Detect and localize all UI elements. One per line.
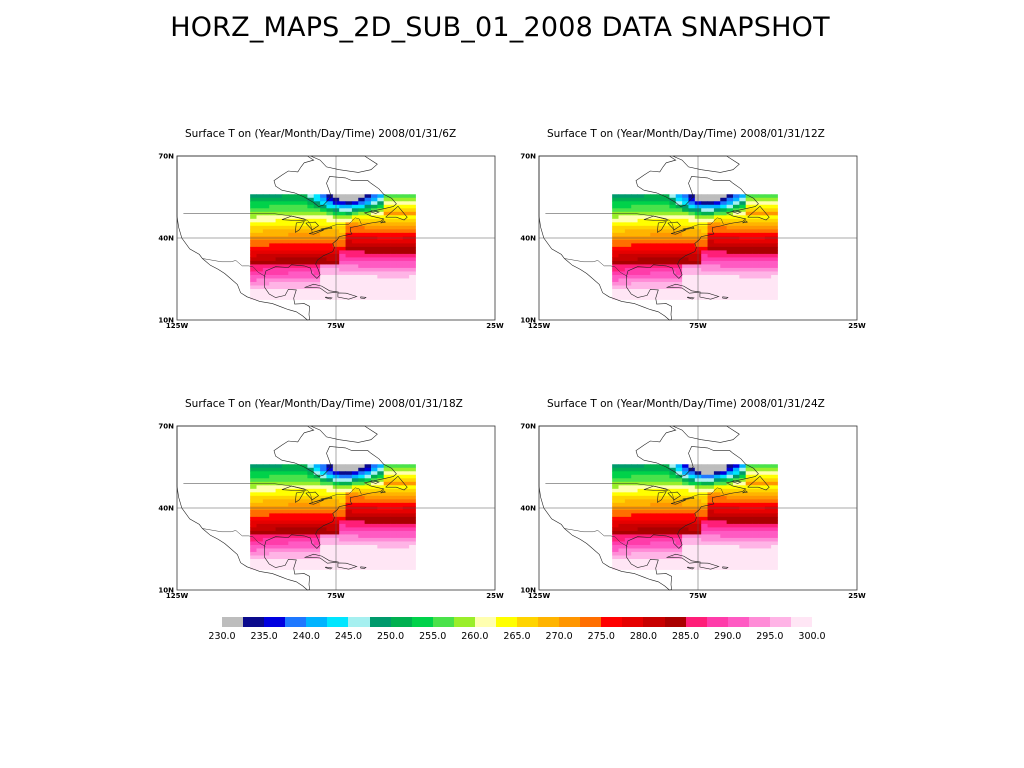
- panel-title: Surface T on (Year/Month/Day/Time) 2008/…: [185, 128, 457, 140]
- lat-label: 10N: [520, 587, 536, 595]
- lon-label: 25W: [848, 322, 866, 330]
- color-legend: 230.0 235.0 240.0 245.0 250.0 255.0 260.0 265.0…: [208, 617, 826, 647]
- colorbar-swatch: [706, 617, 729, 627]
- colorbar-label: 230.0: [208, 631, 236, 642]
- map-panel-18z: Surface T on (Year/Month/Day/Time) 2008/…: [158, 398, 535, 603]
- panel-title: Surface T on (Year/Month/Day/Time) 2008/…: [185, 398, 463, 410]
- temperature-field: [612, 194, 778, 300]
- colorbar-swatch: [264, 617, 286, 627]
- colorbar-swatch: [643, 617, 665, 627]
- lon-label: 125W: [166, 322, 189, 330]
- panel-title: Surface T on (Year/Month/Day/Time) 2008/…: [547, 398, 825, 410]
- lon-label: 75W: [327, 592, 345, 600]
- panel-title: Surface T on (Year/Month/Day/Time) 2008/…: [547, 128, 825, 140]
- colorbar-label: 235.0: [250, 631, 278, 642]
- coastlines: [176, 425, 408, 591]
- colorbar-label: 300.0: [798, 631, 826, 642]
- colorbar-swatch: [748, 617, 771, 627]
- colorbar-swatch: [517, 617, 539, 627]
- lat-label: 40N: [158, 235, 174, 243]
- coastlines: [538, 425, 770, 591]
- colorbar-swatch: [327, 617, 349, 627]
- colorbar-label: 280.0: [629, 631, 658, 642]
- lon-label: 75W: [689, 322, 707, 330]
- colorbar-swatch: [601, 617, 623, 627]
- coastlines: [538, 155, 770, 321]
- temperature-field: [250, 194, 416, 300]
- colorbar-swatch: [432, 617, 455, 627]
- colorbar-label: 260.0: [461, 631, 489, 642]
- colorbar-label: 285.0: [671, 631, 700, 642]
- colorbar-swatch: [495, 617, 518, 627]
- colorbar-swatch: [769, 617, 792, 627]
- colorbar-swatch: [348, 617, 370, 627]
- colorbar-swatch: [390, 617, 413, 627]
- colorbar-label: 240.0: [292, 631, 320, 642]
- colorbar-swatch: [453, 617, 476, 627]
- colorbar-swatch: [369, 617, 392, 627]
- colorbar-swatch: [580, 617, 602, 627]
- colorbar-label: 265.0: [503, 631, 531, 642]
- lon-label: 125W: [528, 322, 551, 330]
- colorbar-label: 255.0: [419, 631, 447, 642]
- lon-label: 25W: [848, 592, 866, 600]
- lat-label: 70N: [520, 423, 536, 431]
- colorbar-swatch: [306, 617, 328, 627]
- colorbar-label: 245.0: [334, 631, 363, 642]
- lat-label: 10N: [158, 317, 174, 325]
- lat-label: 40N: [158, 505, 174, 513]
- lon-label: 125W: [528, 592, 551, 600]
- lat-label: 70N: [158, 153, 174, 161]
- colorbar-label: 290.0: [714, 631, 742, 642]
- colorbar-label: 275.0: [587, 631, 615, 642]
- page-title: HORZ_MAPS_2D_SUB_01_2008 DATA SNAPSHOT: [170, 12, 830, 43]
- lon-label: 75W: [689, 592, 707, 600]
- colorbar-swatch: [559, 617, 581, 627]
- temperature-field: [250, 464, 416, 570]
- colorbar-swatch: [727, 617, 750, 627]
- lat-label: 40N: [520, 505, 536, 513]
- map-panel-12z: Surface T on (Year/Month/Day/Time) 2008/…: [520, 128, 897, 333]
- colorbar-label: 270.0: [545, 631, 573, 642]
- lon-label: 25W: [486, 322, 504, 330]
- colorbar-swatch: [790, 617, 813, 627]
- lat-label: 70N: [520, 153, 536, 161]
- coastlines: [176, 155, 408, 321]
- lon-label: 125W: [166, 592, 189, 600]
- colorbar-label: 295.0: [756, 631, 784, 642]
- temperature-field: [612, 464, 778, 570]
- lat-label: 70N: [158, 423, 174, 431]
- colorbar-swatch: [474, 617, 497, 627]
- colorbar-swatch: [243, 617, 265, 627]
- colorbar-swatch: [685, 617, 708, 627]
- lon-label: 75W: [327, 322, 345, 330]
- map-panel-24z: Surface T on (Year/Month/Day/Time) 2008/…: [520, 398, 897, 603]
- colorbar-label: 250.0: [376, 631, 405, 642]
- lon-label: 25W: [486, 592, 504, 600]
- lat-label: 10N: [158, 587, 174, 595]
- lat-label: 40N: [520, 235, 536, 243]
- map-panel-6z: Surface T on (Year/Month/Day/Time) 2008/…: [158, 128, 535, 333]
- colorbar-swatch: [222, 617, 244, 627]
- colorbar-swatch: [285, 617, 307, 627]
- colorbar-swatch: [622, 617, 644, 627]
- lat-label: 10N: [520, 317, 536, 325]
- colorbar-swatch: [411, 617, 434, 627]
- colorbar-swatch: [664, 617, 687, 627]
- colorbar-swatch: [538, 617, 560, 627]
